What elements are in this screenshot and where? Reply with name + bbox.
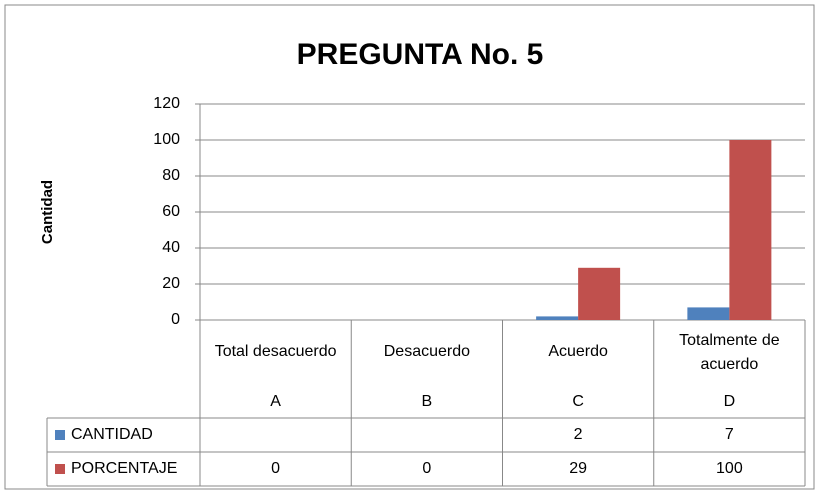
chart-border xyxy=(4,4,815,490)
table-value: 7 xyxy=(725,426,734,443)
y-tick-label: 120 xyxy=(153,95,180,112)
legend-key xyxy=(55,430,65,440)
legend-label: PORCENTAJE xyxy=(71,460,177,477)
y-tick-label: 0 xyxy=(171,311,180,328)
category-code: C xyxy=(572,393,584,410)
legend-label: CANTIDAD xyxy=(71,426,153,443)
y-axis-label: Cantidad xyxy=(39,180,56,244)
y-tick-label: 40 xyxy=(162,239,180,256)
table-value: 0 xyxy=(422,460,431,477)
x-tick-label: Desacuerdo xyxy=(384,343,470,360)
y-tick-label: 80 xyxy=(162,167,180,184)
category-code: D xyxy=(724,393,736,410)
legend-key xyxy=(55,464,65,474)
x-tick-label: Total desacuerdo xyxy=(215,343,337,360)
table-value: 29 xyxy=(569,460,587,477)
y-tick-label: 100 xyxy=(153,131,180,148)
chart-title: PREGUNTA No. 5 xyxy=(297,38,544,71)
category-code: B xyxy=(422,393,433,410)
y-tick-label: 20 xyxy=(162,275,180,292)
x-tick-label: Acuerdo xyxy=(548,343,608,360)
category-code: A xyxy=(270,393,281,410)
bar xyxy=(536,316,579,320)
table-value: 2 xyxy=(574,426,583,443)
table-value: 100 xyxy=(716,460,743,477)
bar xyxy=(578,267,621,320)
bar xyxy=(729,140,772,320)
y-tick-label: 60 xyxy=(162,203,180,220)
x-tick-label: Totalmente de acuerdo xyxy=(679,332,780,373)
bar xyxy=(687,307,730,320)
table-value: 0 xyxy=(271,460,280,477)
